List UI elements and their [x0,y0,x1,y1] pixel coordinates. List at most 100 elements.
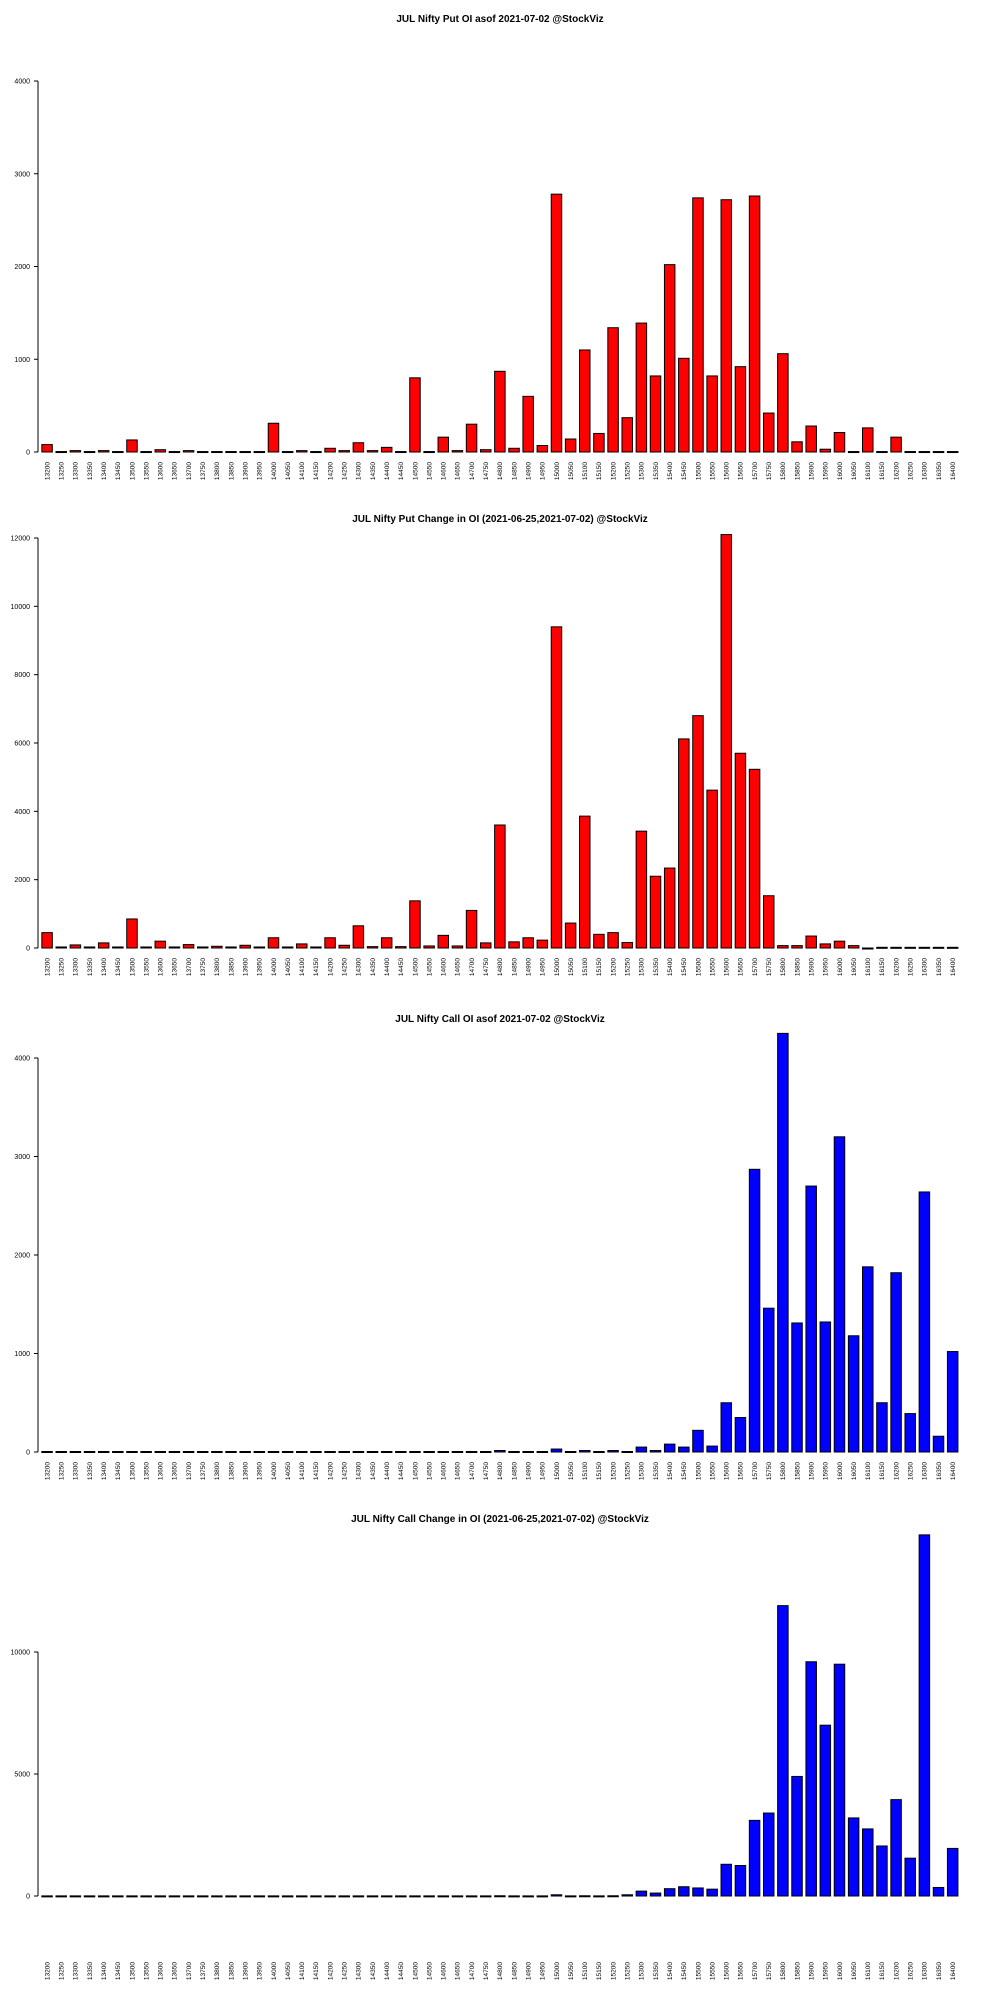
x-tick-label: 15450 [681,958,688,976]
bar-13550 [140,1451,152,1454]
x-tick-label: 15300 [639,462,646,480]
bar-16350 [932,1435,945,1453]
x-tick-label: 16050 [851,1962,858,1980]
bar-15100 [579,349,591,453]
x-tick-label: 15600 [724,1962,731,1980]
x-tick-label: 15050 [568,958,575,976]
bar-14300 [352,1451,365,1454]
x-tick-label: 13350 [87,1962,94,1980]
bar-15600 [720,199,733,453]
bar-13400 [97,1895,110,1898]
bar-14800 [494,1895,506,1898]
chart-title: JUL Nifty Put OI asof 2021-07-02 @StockV… [396,14,603,25]
bar-13400 [97,450,110,453]
x-tick-label: 14650 [455,958,462,976]
x-tick-label: 13900 [242,958,249,976]
bar-15950 [819,448,832,453]
x-tick-label: 15700 [752,1962,759,1980]
bar-16400 [946,1847,959,1897]
x-tick-label: 14200 [327,462,334,480]
x-tick-label: 14550 [426,1462,433,1480]
x-tick-label: 14250 [342,462,349,480]
bar-15000 [550,1448,563,1453]
bar-13950 [253,946,266,949]
x-tick-label: 14500 [412,1462,419,1480]
x-tick-label: 15050 [568,1962,575,1980]
x-tick-label: 15500 [695,1462,702,1480]
x-tick-label: 15050 [568,462,575,480]
bar-15350 [649,375,662,453]
bar-13800 [211,1895,223,1898]
x-tick-label: 15100 [582,1462,589,1480]
x-tick-label: 14600 [441,462,448,480]
bar-14800 [494,824,506,949]
bar-14250 [338,944,350,949]
x-tick-label: 16200 [893,462,900,480]
x-tick-label: 16400 [950,958,957,976]
x-tick-label: 15250 [625,462,632,480]
x-tick-label: 14450 [398,1462,405,1480]
x-tick-label: 15300 [639,1462,646,1480]
x-tick-label: 14800 [497,1462,504,1480]
x-tick-label: 13450 [115,462,122,480]
bar-15800 [777,1605,789,1897]
bar-14000 [267,1895,280,1898]
y-tick-label: 3000 [14,1154,30,1161]
x-tick-label: 15150 [596,958,603,976]
bar-13900 [239,451,251,454]
x-tick-label: 14750 [483,1962,490,1980]
x-tick-label: 16100 [865,1462,872,1480]
x-tick-label: 15650 [738,1462,745,1480]
bar-13900 [239,1895,251,1898]
bar-16400 [946,451,959,454]
bar-15100 [579,1450,591,1453]
x-tick-label: 13200 [44,1462,51,1480]
bar-16050 [847,1335,860,1453]
x-tick-label: 15850 [794,958,801,976]
x-tick-label: 13950 [257,462,264,480]
y-tick-label: 1000 [14,357,30,364]
x-tick-label: 16050 [851,462,858,480]
x-tick-label: 14700 [469,958,476,976]
bar-16100 [862,1266,874,1453]
bar-15350 [649,1892,662,1897]
bar-14100 [296,450,308,453]
bar-14900 [522,937,534,949]
x-tick-label: 13950 [257,958,264,976]
x-tick-label: 16250 [908,462,915,480]
x-tick-label: 14250 [342,1462,349,1480]
bar-16200 [890,436,902,453]
x-tick-label: 15600 [724,1462,731,1480]
x-tick-label: 14850 [511,1462,518,1480]
x-tick-label: 16150 [879,1962,886,1980]
bar-15450 [678,357,690,453]
bar-14400 [380,1895,393,1898]
y-tick-label: 2000 [14,1253,30,1260]
bar-15450 [678,1886,690,1897]
bar-15250 [621,1894,633,1897]
bar-16150 [876,946,888,949]
x-tick-label: 13400 [101,1462,108,1480]
bar-14750 [479,1895,492,1898]
x-tick-label: 15650 [738,958,745,976]
bar-15800 [777,945,789,949]
bar-15250 [621,1451,633,1454]
bar-15750 [762,1307,775,1453]
x-tick-label: 14400 [384,958,391,976]
y-tick-label: 4000 [14,809,30,816]
bar-14050 [281,946,294,949]
bar-13750 [196,1451,209,1454]
bar-13500 [126,439,138,453]
x-tick-label: 15200 [610,1462,617,1480]
bar-14000 [267,1451,280,1454]
bar-14900 [522,1895,534,1898]
bar-15000 [550,626,563,949]
x-tick-label: 13550 [143,1462,150,1480]
bar-16200 [890,946,902,949]
x-tick-label: 13750 [200,958,207,976]
x-tick-label: 14900 [525,462,532,480]
x-tick-label: 15650 [738,462,745,480]
x-tick-label: 13350 [87,1462,94,1480]
x-tick-label: 13700 [186,462,193,480]
x-tick-label: 14100 [299,958,306,976]
